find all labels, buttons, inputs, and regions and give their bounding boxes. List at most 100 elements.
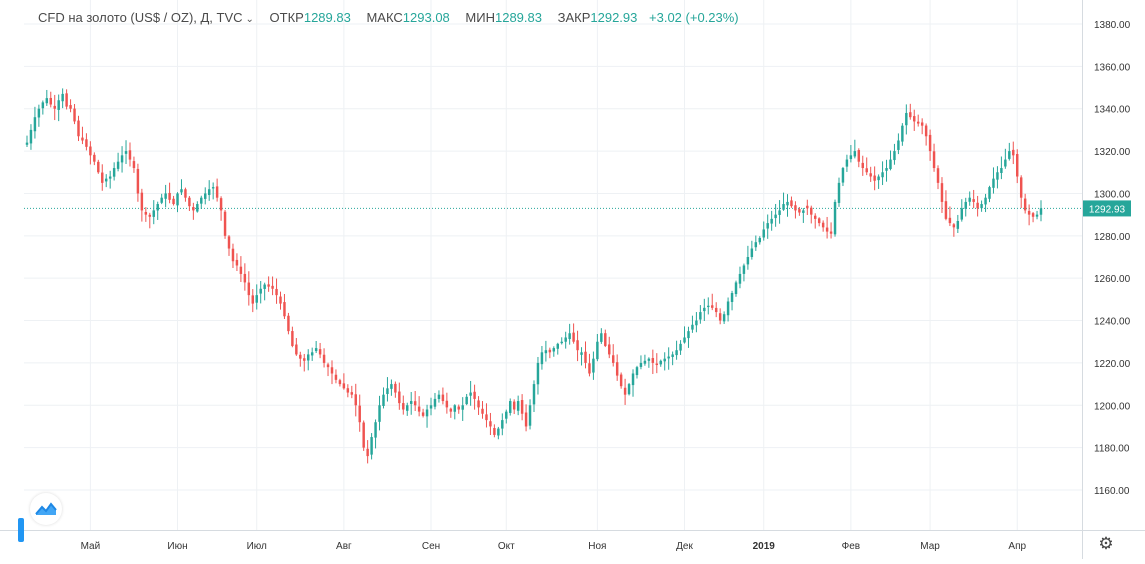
candle-body: [180, 189, 183, 193]
candle: [821, 220, 825, 232]
candle-body: [913, 116, 916, 122]
candle-body: [928, 134, 932, 152]
symbol-title[interactable]: CFD на золото (US$ / OZ), Д, TVC: [38, 10, 243, 25]
candle: [516, 395, 520, 416]
candle: [215, 178, 219, 202]
candle: [477, 396, 480, 415]
candle-body: [417, 406, 421, 412]
candle-body: [580, 352, 583, 355]
candle-body: [164, 193, 167, 199]
candle: [283, 294, 286, 320]
candle-body: [980, 204, 983, 209]
candle: [924, 123, 928, 146]
candle-body: [802, 210, 805, 213]
candle: [695, 312, 698, 333]
candle: [940, 177, 944, 213]
candle: [988, 185, 991, 203]
candle-body: [65, 93, 68, 107]
candle: [481, 401, 484, 419]
candle: [707, 297, 710, 315]
candle-body: [299, 354, 302, 359]
candle-body: [651, 358, 655, 363]
candle-body: [790, 200, 793, 207]
candle-body: [29, 129, 33, 144]
candle: [984, 193, 987, 213]
candle-body: [992, 178, 995, 188]
candle-body: [615, 362, 619, 376]
candle: [615, 354, 619, 381]
candle-body: [556, 343, 559, 349]
candle-body: [639, 362, 643, 367]
candle-body: [972, 199, 975, 202]
candle-body: [536, 362, 540, 385]
candle: [956, 214, 960, 234]
candle-body: [635, 367, 639, 376]
candle: [306, 349, 310, 371]
x-tick-label: Авг: [336, 541, 352, 552]
gear-icon[interactable]: ⚙: [1098, 534, 1114, 553]
candle-body: [782, 204, 785, 210]
candle: [140, 188, 144, 222]
candle: [1008, 142, 1011, 161]
y-tick-label: 1360.00: [1094, 62, 1131, 73]
candle-body: [382, 394, 385, 406]
candle-body: [144, 211, 148, 215]
candle-body: [291, 331, 294, 346]
candle-body: [683, 337, 686, 343]
candle: [754, 235, 758, 251]
candle-body: [758, 237, 762, 243]
candle-body: [584, 351, 587, 363]
candle-body: [322, 354, 326, 363]
candle-body: [168, 192, 171, 200]
candle-body: [69, 105, 72, 109]
candle: [291, 326, 294, 348]
candle-body: [944, 201, 948, 219]
candle-body: [501, 420, 504, 429]
candle: [782, 192, 785, 211]
candle: [164, 184, 167, 208]
candle-body: [588, 363, 591, 374]
candle: [172, 195, 175, 206]
candle: [837, 177, 841, 207]
candle: [659, 359, 662, 367]
candle: [255, 284, 258, 310]
candle-body: [572, 332, 575, 342]
candle-body: [619, 374, 623, 387]
candle-body: [465, 396, 468, 405]
candle-body: [374, 422, 377, 438]
candle-body: [330, 367, 334, 374]
candle: [192, 202, 195, 220]
candle: [136, 163, 140, 202]
candle: [877, 174, 880, 189]
candle: [120, 146, 124, 173]
candle: [683, 326, 686, 344]
candle-body: [390, 384, 393, 389]
candle: [1023, 193, 1027, 214]
candle-body: [714, 307, 718, 313]
candle: [310, 347, 314, 361]
candle: [45, 89, 49, 106]
open-label: ОТКР: [269, 10, 304, 25]
candle: [980, 200, 983, 212]
close-label: ЗАКР: [557, 10, 591, 25]
candle: [346, 384, 350, 398]
candle-body: [647, 358, 651, 361]
candle-body: [295, 344, 298, 355]
candle-body: [920, 122, 924, 126]
candle-body: [338, 380, 342, 385]
candle-body: [497, 428, 500, 436]
candle-body: [568, 333, 571, 340]
candle: [180, 179, 183, 196]
chevron-down-icon[interactable]: ⌄: [245, 14, 254, 25]
candle-body: [1008, 151, 1011, 159]
candle-body: [255, 295, 258, 303]
scroll-handle[interactable]: [18, 518, 24, 542]
candle-body: [770, 218, 773, 224]
candle-body: [810, 207, 813, 215]
candle-body: [184, 189, 187, 198]
candle-body: [520, 400, 524, 414]
tradingview-logo-icon[interactable]: [30, 493, 62, 525]
candle-body: [433, 398, 437, 407]
